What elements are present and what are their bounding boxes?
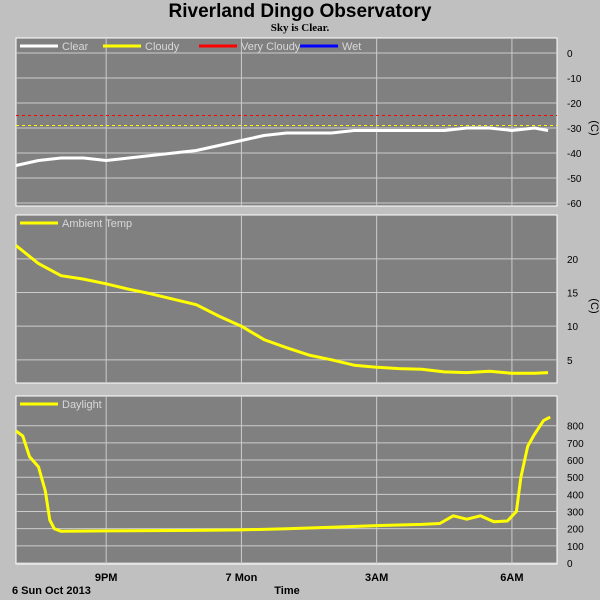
y-tick-label: 0 (567, 559, 573, 570)
series-line (15, 415, 551, 533)
legend-label: Cloudy (145, 41, 180, 53)
y-tick-label: 200 (567, 525, 584, 536)
y-tick-label: -10 (567, 74, 582, 85)
plot-area (15, 214, 558, 384)
x-tick-label: 6AM (500, 572, 523, 584)
x-tick-label: 7 Mon (226, 572, 258, 584)
x-tick-label: 3AM (365, 572, 388, 584)
panel-daylight: 0 100 200 300 400 500 600 700 800 Daylight (15, 395, 584, 570)
y-tick-label: -30 (567, 124, 582, 135)
plot-area (15, 37, 558, 207)
y-tick-label: 0 (567, 49, 573, 60)
unit-label: (C) (588, 298, 600, 313)
y-tick-label: 20 (567, 255, 579, 266)
sky-status: Sky is Clear. (270, 22, 330, 34)
y-tick-label: -50 (567, 174, 582, 185)
x-axis-label: Time (274, 585, 299, 597)
y-tick-label: 500 (567, 473, 584, 484)
series-line (15, 126, 549, 167)
legend-label: Very Cloudy (241, 41, 301, 53)
y-tick-label: -20 (567, 99, 582, 110)
y-tick-label: 15 (567, 289, 579, 300)
y-tick-label: 700 (567, 439, 584, 450)
y-tick-label: -60 (567, 199, 582, 210)
legend-label: Clear (62, 41, 89, 53)
chart-title: Riverland Dingo Observatory (168, 1, 432, 22)
y-tick-label: 600 (567, 456, 584, 467)
unit-label: (C) (588, 120, 600, 135)
y-tick-label: 800 (567, 422, 584, 433)
legend-label: Wet (342, 41, 361, 53)
y-tick-label: 10 (567, 322, 579, 333)
legend-label: Daylight (62, 399, 102, 411)
plot-area (15, 395, 558, 565)
panel-ambient: 5 10 15 20 (C) Ambient Temp (15, 214, 600, 384)
y-tick-label: 100 (567, 542, 584, 553)
y-tick-label: 400 (567, 490, 584, 501)
legend-label: Ambient Temp (62, 218, 132, 230)
panel-sky: 0 -10 -20 -30 -40 -50 -60 (C) Clear Cloudy Very Cl… (15, 37, 600, 210)
y-tick-label: 5 (567, 356, 573, 367)
date-label: 6 Sun Oct 2013 (12, 585, 91, 597)
series-line (15, 244, 549, 375)
x-tick-label: 9PM (95, 572, 118, 584)
y-tick-label: 300 (567, 508, 584, 519)
y-tick-label: -40 (567, 149, 582, 160)
